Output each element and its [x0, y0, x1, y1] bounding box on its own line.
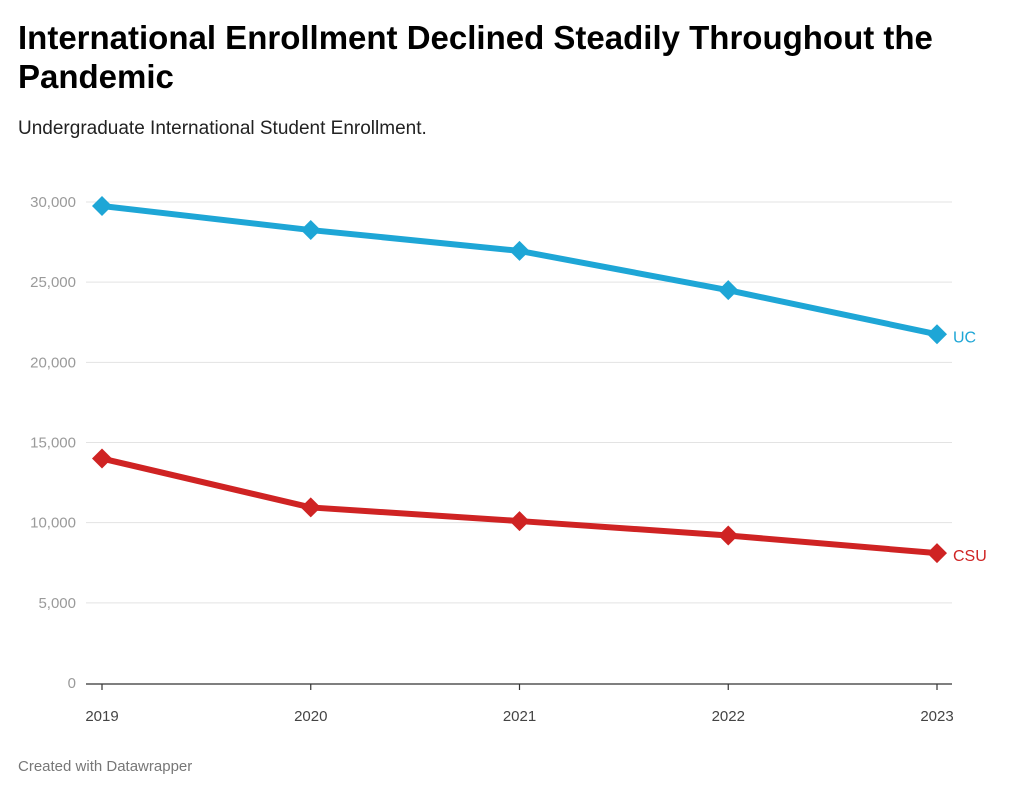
series-labels: UC CSU — [953, 329, 987, 565]
y-tick-label: 15,000 — [30, 435, 76, 452]
data-point-csu — [300, 497, 321, 518]
x-tick-label: 2022 — [712, 708, 745, 725]
series-line-csu — [99, 455, 940, 557]
x-tick-label: 2023 — [920, 708, 953, 725]
data-point-uc — [509, 240, 530, 261]
chart-title: International Enrollment Declined Steadi… — [18, 19, 933, 95]
data-point-csu — [927, 543, 947, 564]
data-point-uc — [927, 324, 947, 345]
gridlines — [86, 201, 952, 604]
series-label-csu: CSU — [953, 548, 987, 565]
data-point-uc — [92, 196, 112, 217]
data-point-uc — [718, 280, 739, 301]
footer-credit: Created with Datawrapper — [18, 758, 193, 775]
y-tick-label: 30,000 — [30, 194, 76, 211]
data-point-csu — [92, 448, 112, 469]
x-tick-label: 2020 — [294, 708, 327, 725]
data-point-csu — [718, 525, 739, 546]
data-point-csu — [509, 511, 530, 532]
y-tick-label: 0 — [68, 675, 76, 692]
y-tick-label: 5,000 — [38, 595, 76, 612]
x-axis: 2019 2020 2021 2022 2023 — [85, 683, 954, 725]
y-tick-label: 25,000 — [30, 274, 76, 291]
chart-subtitle: Undergraduate International Student Enro… — [18, 118, 427, 139]
series-line-uc — [99, 203, 940, 338]
y-tick-label: 20,000 — [30, 354, 76, 371]
y-tick-label: 10,000 — [30, 515, 76, 532]
y-axis-ticks: 0 5,000 10,000 15,000 20,000 25,000 30,000 — [30, 194, 76, 692]
x-tick-label: 2019 — [85, 708, 118, 725]
data-point-uc — [300, 220, 321, 241]
series-label-uc: UC — [953, 329, 976, 346]
x-tick-label: 2021 — [503, 708, 536, 725]
series-markers — [92, 196, 947, 564]
